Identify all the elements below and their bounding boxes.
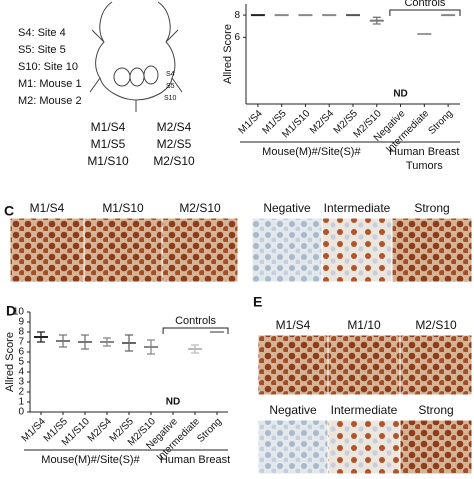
legend-item: S4: Site 4 — [18, 27, 66, 39]
error-bar — [147, 339, 155, 355]
bracket-label: Controls — [175, 315, 216, 327]
legend-item: M1: Mouse 1 — [18, 78, 82, 90]
sample-label: M2/S10 — [153, 154, 195, 168]
image-label: M1/S4 — [30, 201, 65, 215]
tissue-image — [257, 334, 329, 396]
x-tick-label: M2/S4 — [308, 108, 337, 137]
sample-label: M1/S10 — [87, 154, 129, 168]
legend-item: S10: Site 10 — [18, 61, 78, 73]
site-label: S10 — [164, 95, 177, 102]
tissue-image — [161, 217, 239, 283]
controls-bracket — [162, 327, 229, 334]
mouse-diagram — [89, 1, 183, 112]
sample-label: M1/S5 — [91, 137, 126, 151]
missing-label: ND — [166, 397, 180, 408]
image-label: M1/10 — [347, 318, 381, 332]
tissue-image — [321, 217, 393, 283]
group-label: Human Breast — [160, 454, 230, 466]
image-label: Strong — [414, 201, 449, 215]
tissue-image — [399, 419, 473, 475]
error-bar — [37, 331, 45, 343]
y-tick-label: 1 — [18, 397, 24, 408]
y-tick-label: 8 — [18, 327, 24, 338]
y-tick-label: 3 — [18, 377, 24, 388]
group-label: Tumors — [406, 160, 443, 172]
error-bar — [125, 334, 133, 352]
sample-label: M1/S4 — [91, 120, 126, 134]
panel-label: C — [4, 203, 14, 219]
tissue-image — [9, 217, 85, 283]
image-label: Strong — [418, 403, 453, 417]
error-bar — [103, 337, 111, 347]
image-label: M2/S10 — [415, 318, 457, 332]
image-label: Negative — [263, 201, 311, 215]
tissue-image — [327, 419, 401, 475]
image-label: Negative — [269, 403, 317, 417]
legend-item: S5: Site 5 — [18, 44, 66, 56]
y-tick-label: 6 — [18, 347, 24, 358]
image-label: M1/S10 — [102, 201, 144, 215]
tissue-image — [327, 334, 401, 396]
image-label: M1/S4 — [276, 318, 311, 332]
missing-label: ND — [393, 89, 407, 100]
panel-label: D — [6, 303, 16, 319]
y-axis-title: Allred Score — [4, 332, 16, 392]
y-tick-label: 2 — [18, 387, 24, 398]
x-tick-label: Strong — [195, 416, 224, 445]
image-label: Intermediate — [324, 201, 391, 215]
tissue-image — [399, 334, 473, 396]
y-tick-label: 4 — [18, 367, 24, 378]
tissue-image — [391, 217, 473, 283]
x-tick-label: M1/S4 — [237, 108, 266, 137]
error-bar — [81, 334, 89, 350]
panel-label: E — [253, 294, 262, 310]
group-label: Mouse(M)#/Site(S)# — [41, 454, 140, 466]
tissue-image — [83, 217, 163, 283]
y-tick-label: 8 — [234, 10, 240, 21]
bracket-label: Controls — [404, 0, 445, 9]
site-label: S5 — [166, 83, 175, 90]
sample-label: M2/S5 — [157, 137, 192, 151]
y-axis-title: Allred Score — [222, 24, 234, 84]
error-bar — [372, 16, 381, 25]
x-tick-label: Strong — [426, 108, 455, 137]
y-tick-label: 5 — [18, 357, 24, 368]
y-tick-label: 6 — [234, 32, 240, 43]
y-tick-label: 0 — [18, 407, 24, 418]
tissue-image — [257, 419, 329, 475]
y-tick-label: 9 — [18, 317, 24, 328]
group-label: Human Breast — [389, 146, 459, 158]
y-tick-label: 10 — [13, 307, 25, 318]
error-bar — [59, 334, 67, 348]
image-label: Intermediate — [331, 403, 398, 417]
sample-label: M2/S4 — [157, 120, 192, 134]
legend-item: M2: Mouse 2 — [18, 95, 82, 107]
controls-bracket — [389, 9, 461, 16]
image-label: M2/S10 — [179, 201, 221, 215]
tissue-image — [251, 217, 323, 283]
error-bar — [191, 344, 199, 354]
site-label: S4 — [166, 71, 175, 78]
group-label: Mouse(M)#/Site(S)# — [262, 146, 361, 158]
y-tick-label: 7 — [18, 337, 24, 348]
